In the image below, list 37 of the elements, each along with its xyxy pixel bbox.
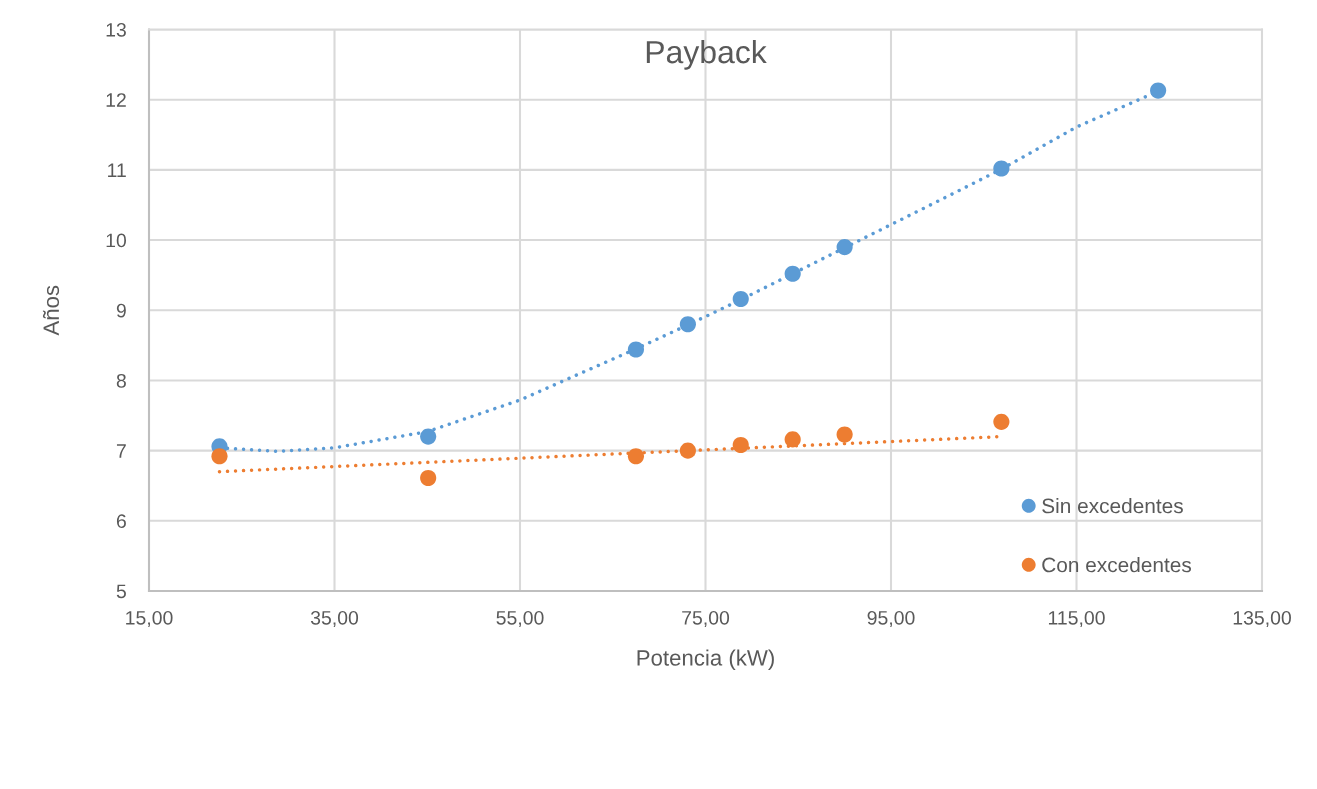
y-tick-label: 11 — [108, 163, 126, 177]
point — [784, 431, 801, 448]
x-tick-label: 55,00 — [496, 610, 544, 628]
x-tick-label: 75,00 — [682, 610, 730, 628]
y-tick-label: 5 — [116, 584, 126, 599]
point — [679, 442, 696, 459]
point — [627, 448, 645, 465]
point — [679, 316, 696, 333]
y-tick-label: 10 — [106, 233, 127, 248]
point — [836, 239, 853, 256]
point — [836, 426, 853, 443]
point — [420, 469, 437, 487]
point — [627, 341, 645, 358]
point — [732, 290, 749, 308]
x-axis-title: Potencia (kW) — [637, 649, 774, 671]
point — [784, 265, 801, 282]
point — [420, 428, 437, 445]
x-tick-label: 95,00 — [867, 610, 915, 628]
y-tick-label: 7 — [116, 444, 126, 458]
y-tick-label: 8 — [116, 373, 126, 388]
x-tick-label: 35,00 — [310, 610, 359, 628]
x-tick-label: 115,00 — [1048, 610, 1105, 628]
point — [993, 413, 1010, 430]
point — [211, 448, 228, 465]
legend-label: Con excedentes — [1042, 557, 1192, 573]
point — [732, 436, 749, 454]
y-tick-label: 9 — [116, 303, 126, 318]
y-tick-label: 6 — [116, 514, 126, 529]
chart-title: Payback — [646, 39, 767, 70]
y-tick-label: 13 — [106, 22, 126, 37]
point — [993, 160, 1010, 177]
legend-label: Sin excedentes — [1042, 497, 1183, 514]
y-tick-label: 12 — [106, 93, 126, 107]
x-tick-label: 135,00 — [1233, 610, 1291, 628]
x-tick-label: 15,00 — [126, 610, 173, 628]
y-axis-title: Años — [42, 285, 60, 336]
point — [1150, 82, 1167, 99]
